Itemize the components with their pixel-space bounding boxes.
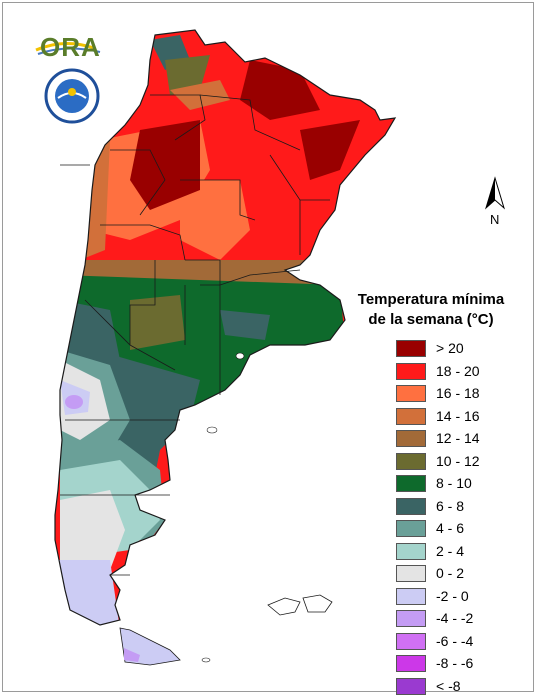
legend-swatch [396, 430, 426, 447]
legend-swatch [396, 362, 426, 380]
legend-swatch [396, 520, 426, 537]
province-borders [54, 29, 397, 626]
legend-swatch [396, 340, 426, 357]
legend-label: -6 - -4 [436, 632, 474, 649]
legend-label: 0 - 2 [436, 565, 465, 581]
legend-swatch [396, 497, 426, 515]
map-frame [2, 2, 534, 692]
legend-title: Temperatura mínima de la semana (°C) [336, 290, 526, 330]
legend-label: 4 - 6 [436, 520, 465, 536]
legend-swatch [396, 632, 426, 650]
legend-label: -8 - -6 [436, 655, 474, 671]
legend-swatch [396, 587, 426, 605]
legend-swatch [396, 452, 426, 470]
legend-title-line-2: de la semana (°C) [368, 311, 494, 328]
ora-wordmark: ORA [40, 32, 101, 62]
legend-label: -4 - -2 [436, 610, 474, 626]
legend-swatch [396, 677, 426, 695]
legend-swatch [396, 610, 426, 627]
legend-swatch [396, 542, 426, 560]
legend-label: 10 - 12 [436, 452, 480, 469]
smn-seal-icon [44, 68, 100, 124]
legend-title-line-1: Temperatura mínima [357, 291, 505, 308]
legend-label: 14 - 16 [436, 407, 480, 424]
legend-label: 16 - 18 [436, 385, 480, 401]
smn-seal-logo [44, 68, 100, 124]
legend-swatch [396, 407, 426, 425]
legend-swatch [396, 475, 426, 492]
legend-label: 2 - 4 [436, 542, 465, 559]
legend-label: 8 - 10 [436, 475, 472, 491]
north-arrow: N [480, 176, 510, 228]
legend-label: 6 - 8 [436, 497, 465, 514]
legend-label: 18 - 20 [436, 362, 480, 379]
legend: Temperatura mínima de la semana (°C) > 2… [336, 290, 526, 695]
legend-label: < -8 [436, 677, 461, 694]
legend-label: > 20 [436, 340, 464, 356]
legend-swatch [396, 655, 426, 672]
north-label: N [490, 212, 500, 227]
malvinas-islands [267, 594, 333, 616]
legend-label: 12 - 14 [436, 430, 480, 446]
north-arrow-icon [485, 176, 505, 210]
legend-label: -2 - 0 [436, 587, 469, 604]
legend-swatch [396, 385, 426, 402]
tierra-del-fuego [119, 627, 181, 666]
ora-logo: ORA [34, 30, 104, 62]
legend-swatch [396, 565, 426, 582]
small-islands [201, 352, 245, 663]
ora-swoosh-icon [35, 42, 101, 55]
